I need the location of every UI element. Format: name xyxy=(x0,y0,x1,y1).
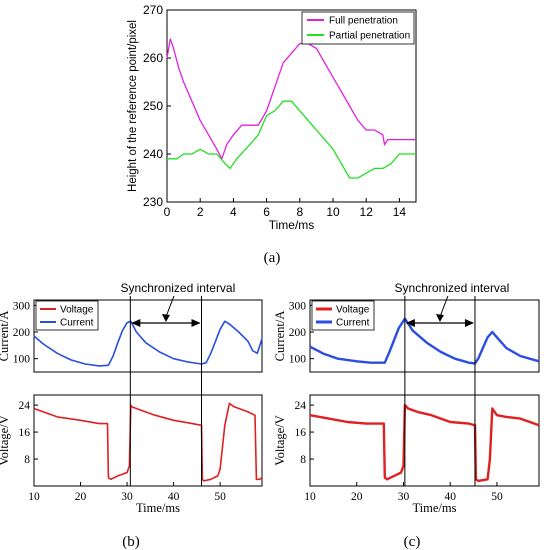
chart-b-legend-label: Current xyxy=(60,318,94,329)
chart-a-x-tick-label: 4 xyxy=(230,205,237,219)
chart-a-series-line xyxy=(167,100,416,179)
chart-c-annotation-pointer xyxy=(439,295,449,318)
chart-a-y-tick-label: 230 xyxy=(143,195,163,209)
chart-c-legend-label: Voltage xyxy=(336,305,370,316)
chart-b-arrowhead-left xyxy=(131,319,141,327)
chart-b-current-y-tick-label: 300 xyxy=(13,300,31,312)
panel-label-b: (b) xyxy=(122,534,140,550)
chart-b-annotation-pointer xyxy=(165,295,175,318)
chart-a-legend-label: Full penetration xyxy=(329,16,398,27)
chart-c-voltage-y-tick-label: 8 xyxy=(300,454,306,466)
chart-a-x-tick-label: 12 xyxy=(360,205,374,219)
chart-b-legend xyxy=(35,300,99,331)
chart-c-annotation-text: Synchronized interval xyxy=(395,281,510,295)
chart-c-x-axis-label: Time/ms xyxy=(412,501,456,515)
panel-label-a: (a) xyxy=(264,250,281,266)
chart-c-legend-label: Current xyxy=(336,318,370,329)
chart-c-x-tick-label: 50 xyxy=(491,491,503,503)
chart-c-current-line xyxy=(309,317,540,365)
chart-c-current-y-tick-label: 200 xyxy=(289,327,307,339)
chart-a-x-tick-label: 6 xyxy=(263,205,270,219)
chart-a-y-tick-label: 270 xyxy=(143,3,163,17)
chart-b-current-y-tick-label: 100 xyxy=(13,354,31,366)
chart-c-voltage-line xyxy=(309,403,540,483)
chart-b-arrowhead-right xyxy=(191,319,201,327)
chart-a-x-tick-label: 2 xyxy=(197,205,204,219)
chart-c-current-y-tick-label: 100 xyxy=(289,354,307,366)
chart-c-voltage-frame xyxy=(309,394,540,487)
chart-c-voltage-y-tick-label: 16 xyxy=(295,427,307,439)
chart-a-y-tick-label: 250 xyxy=(143,99,163,113)
chart-b-voltage-y-tick-label: 8 xyxy=(24,454,30,466)
chart-b-x-tick-label: 30 xyxy=(121,491,133,503)
chart-b-current-line xyxy=(33,320,263,367)
chart-c-arrowhead-right xyxy=(464,319,474,327)
chart-b-voltage-frame xyxy=(33,394,263,487)
chart-b-voltage-y-tick-label: 16 xyxy=(19,427,31,439)
chart-a-x-tick-label: 14 xyxy=(393,205,407,219)
chart-a-x-axis-label: Time/ms xyxy=(269,218,315,232)
chart-c-x-tick-label: 40 xyxy=(444,491,456,503)
chart-c: 100 200 300 8 16 24 10 20 30 40 50 Time/ms Current/A… xyxy=(273,281,540,515)
chart-b: 100 200 300 8 16 24 10 20 30 40 50 Time/ms Current/A… xyxy=(0,281,263,515)
chart-c-current-frame xyxy=(309,299,540,373)
chart-b-annotation-text: Synchronized interval xyxy=(121,281,236,295)
chart-c-voltage-y-tick-label: 24 xyxy=(295,400,307,412)
chart-c-current-y-tick-label: 300 xyxy=(289,300,307,312)
chart-c-annotation-pointer-head xyxy=(435,314,444,322)
chart-b-legend-label: Voltage xyxy=(60,305,94,316)
chart-b-x-tick-label: 50 xyxy=(214,491,226,503)
chart-b-current-y-axis-label: Current/A xyxy=(0,311,11,362)
chart-c-x-tick-label: 20 xyxy=(351,491,363,503)
chart-c-voltage-y-axis-label: Voltage/V xyxy=(273,415,287,465)
chart-a-x-tick-label: 8 xyxy=(296,205,303,219)
chart-a-y-tick-label: 260 xyxy=(143,51,163,65)
chart-a: 0 2 4 6 8 10 12 14 230 240 250 260 270 Time/ms Height … xyxy=(127,3,417,232)
chart-b-x-tick-label: 40 xyxy=(168,491,180,503)
chart-c-current-y-axis-label: Current/A xyxy=(273,311,287,362)
chart-a-legend xyxy=(301,11,415,45)
chart-a-x-tick-label: 0 xyxy=(164,205,171,219)
chart-c-x-tick-label: 30 xyxy=(398,491,410,503)
panel-label-c: (c) xyxy=(404,534,421,550)
chart-c-arrowhead-left xyxy=(405,319,415,327)
chart-b-x-tick-label: 10 xyxy=(28,491,40,503)
chart-a-y-axis-label: Height of the reference point/pixel xyxy=(127,20,139,192)
chart-a-series-line xyxy=(166,38,416,161)
chart-c-x-tick-label: 10 xyxy=(304,491,316,503)
chart-a-legend-label: Partial penetration xyxy=(329,31,410,42)
chart-a-x-tick-label: 10 xyxy=(326,205,340,219)
chart-b-x-tick-label: 20 xyxy=(75,491,87,503)
chart-a-y-tick-label: 240 xyxy=(143,147,163,161)
chart-b-annotation-pointer-head xyxy=(161,314,170,322)
chart-b-voltage-line xyxy=(33,402,263,482)
chart-c-legend xyxy=(311,300,375,331)
chart-b-voltage-y-axis-label: Voltage/V xyxy=(0,415,11,465)
chart-b-x-axis-label: Time/ms xyxy=(136,501,180,515)
chart-b-voltage-y-tick-label: 24 xyxy=(19,400,31,412)
chart-b-current-y-tick-label: 200 xyxy=(13,327,31,339)
